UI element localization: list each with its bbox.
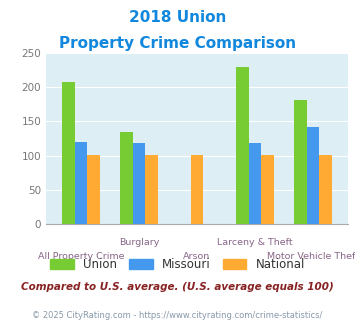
Text: Larceny & Theft: Larceny & Theft xyxy=(217,238,293,247)
Text: Property Crime Comparison: Property Crime Comparison xyxy=(59,36,296,51)
Text: Burglary: Burglary xyxy=(119,238,159,247)
Bar xyxy=(248,143,261,224)
Bar xyxy=(120,132,133,224)
Text: Motor Vehicle Theft: Motor Vehicle Theft xyxy=(267,252,355,261)
Text: Compared to U.S. average. (U.S. average equals 100): Compared to U.S. average. (U.S. average … xyxy=(21,282,334,292)
Bar xyxy=(146,155,158,224)
Bar xyxy=(261,155,274,224)
Legend: Union, Missouri, National: Union, Missouri, National xyxy=(45,253,310,276)
Bar xyxy=(320,155,332,224)
Text: © 2025 CityRating.com - https://www.cityrating.com/crime-statistics/: © 2025 CityRating.com - https://www.city… xyxy=(32,311,323,320)
Text: Arson: Arson xyxy=(184,252,211,261)
Bar xyxy=(307,127,320,224)
Bar xyxy=(236,67,248,224)
Text: 2018 Union: 2018 Union xyxy=(129,10,226,25)
Text: All Property Crime: All Property Crime xyxy=(38,252,124,261)
Bar xyxy=(191,155,203,224)
Bar xyxy=(87,155,100,224)
Bar xyxy=(62,82,75,224)
Bar xyxy=(75,142,87,224)
Bar xyxy=(133,143,146,224)
Bar xyxy=(294,100,307,224)
